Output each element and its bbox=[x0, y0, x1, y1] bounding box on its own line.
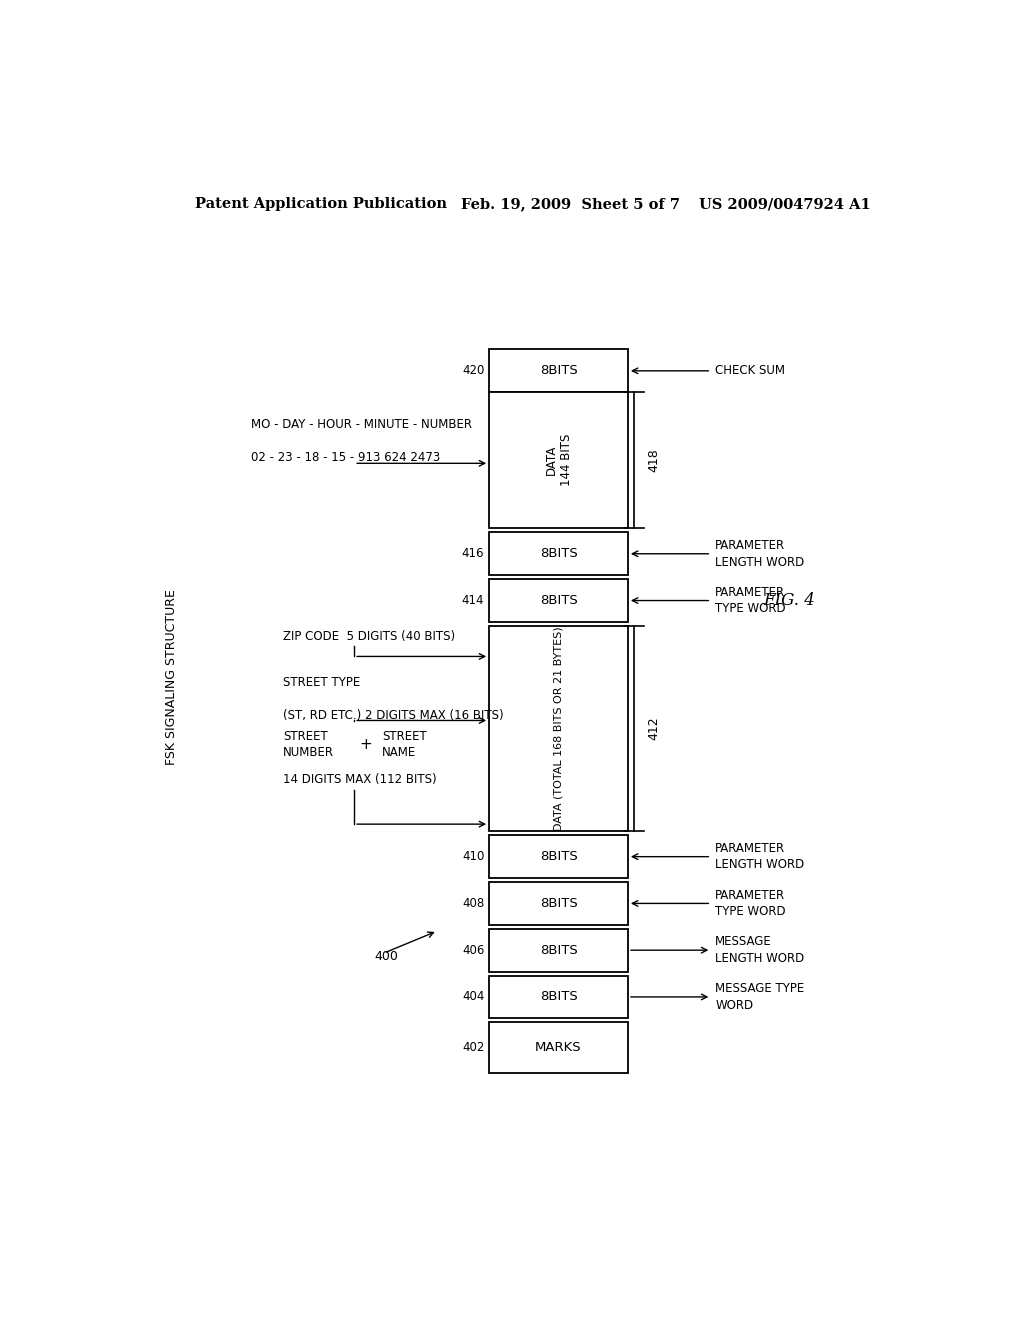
Text: PARAMETER
LENGTH WORD: PARAMETER LENGTH WORD bbox=[715, 842, 805, 871]
Text: 412: 412 bbox=[647, 717, 660, 741]
Text: 408: 408 bbox=[462, 896, 484, 909]
Text: Patent Application Publication: Patent Application Publication bbox=[196, 197, 447, 211]
Text: ZIP CODE  5 DIGITS (40 BITS): ZIP CODE 5 DIGITS (40 BITS) bbox=[283, 630, 455, 643]
Text: +: + bbox=[359, 738, 373, 752]
Text: US 2009/0047924 A1: US 2009/0047924 A1 bbox=[699, 197, 871, 211]
Text: 414: 414 bbox=[462, 594, 484, 607]
Text: 404: 404 bbox=[462, 990, 484, 1003]
Text: 8BITS: 8BITS bbox=[540, 944, 578, 957]
Text: STREET
NAME: STREET NAME bbox=[382, 730, 427, 759]
Text: Feb. 19, 2009  Sheet 5 of 7: Feb. 19, 2009 Sheet 5 of 7 bbox=[461, 197, 680, 211]
Text: 400: 400 bbox=[374, 950, 398, 962]
Bar bbox=[489, 929, 628, 972]
Text: FIG. 4: FIG. 4 bbox=[763, 593, 815, 609]
Text: 02 - 23 - 18 - 15 - 913 624 2473: 02 - 23 - 18 - 15 - 913 624 2473 bbox=[251, 451, 440, 465]
Text: DATA (TOTAL 168 BITS OR 21 BYTES): DATA (TOTAL 168 BITS OR 21 BYTES) bbox=[554, 626, 563, 830]
Bar bbox=[489, 392, 628, 528]
Text: STREET
NUMBER: STREET NUMBER bbox=[283, 730, 334, 759]
Text: DATA
144 BITS: DATA 144 BITS bbox=[545, 434, 572, 487]
Text: MO - DAY - HOUR - MINUTE - NUMBER: MO - DAY - HOUR - MINUTE - NUMBER bbox=[251, 418, 472, 430]
Text: MESSAGE
LENGTH WORD: MESSAGE LENGTH WORD bbox=[715, 936, 805, 965]
Text: 418: 418 bbox=[647, 449, 660, 473]
Text: CHECK SUM: CHECK SUM bbox=[715, 364, 785, 378]
Text: (ST, RD ETC.) 2 DIGITS MAX (16 BITS): (ST, RD ETC.) 2 DIGITS MAX (16 BITS) bbox=[283, 709, 504, 722]
Text: PARAMETER
TYPE WORD: PARAMETER TYPE WORD bbox=[715, 888, 785, 919]
Text: FSK SIGNALING STRUCTURE: FSK SIGNALING STRUCTURE bbox=[165, 589, 178, 764]
Text: 410: 410 bbox=[462, 850, 484, 863]
Text: 416: 416 bbox=[462, 548, 484, 560]
Text: 402: 402 bbox=[462, 1041, 484, 1055]
Bar bbox=[489, 626, 628, 832]
Bar bbox=[489, 975, 628, 1018]
Bar bbox=[489, 350, 628, 392]
Text: 8BITS: 8BITS bbox=[540, 896, 578, 909]
Text: 406: 406 bbox=[462, 944, 484, 957]
Text: 8BITS: 8BITS bbox=[540, 850, 578, 863]
Text: MARKS: MARKS bbox=[536, 1041, 582, 1055]
Bar bbox=[489, 1022, 628, 1073]
Text: 14 DIGITS MAX (112 BITS): 14 DIGITS MAX (112 BITS) bbox=[283, 774, 436, 785]
Bar bbox=[489, 882, 628, 925]
Text: PARAMETER
TYPE WORD: PARAMETER TYPE WORD bbox=[715, 586, 785, 615]
Text: 8BITS: 8BITS bbox=[540, 364, 578, 378]
Text: 8BITS: 8BITS bbox=[540, 548, 578, 560]
Text: MESSAGE TYPE
WORD: MESSAGE TYPE WORD bbox=[715, 982, 805, 1011]
Text: 8BITS: 8BITS bbox=[540, 990, 578, 1003]
Bar bbox=[489, 579, 628, 622]
Text: STREET TYPE: STREET TYPE bbox=[283, 676, 360, 689]
Bar bbox=[489, 532, 628, 576]
Bar bbox=[489, 836, 628, 878]
Text: 420: 420 bbox=[462, 364, 484, 378]
Text: PARAMETER
LENGTH WORD: PARAMETER LENGTH WORD bbox=[715, 539, 805, 569]
Text: 8BITS: 8BITS bbox=[540, 594, 578, 607]
